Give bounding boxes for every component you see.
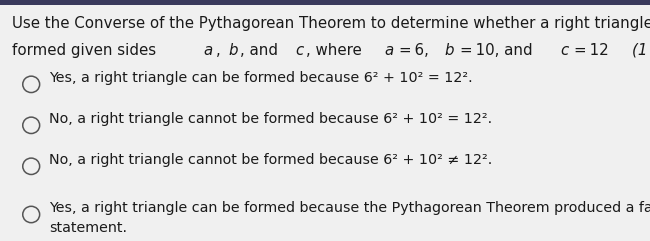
- Text: , where: , where: [306, 43, 367, 58]
- Text: = 6,: = 6,: [396, 43, 434, 58]
- Text: Yes, a right triangle can be formed because 6² + 10² = 12².: Yes, a right triangle can be formed beca…: [49, 71, 473, 85]
- Text: = 12: = 12: [571, 43, 618, 58]
- Text: c: c: [295, 43, 304, 58]
- Text: Yes, a right triangle can be formed because the Pythagorean Theorem produced a f: Yes, a right triangle can be formed beca…: [49, 201, 650, 235]
- Text: a: a: [384, 43, 393, 58]
- Text: (1 point): (1 point): [632, 43, 650, 58]
- Text: a: a: [204, 43, 213, 58]
- Text: formed given sides: formed given sides: [12, 43, 161, 58]
- Text: No, a right triangle cannot be formed because 6² + 10² = 12².: No, a right triangle cannot be formed be…: [49, 112, 492, 126]
- Text: ,: ,: [216, 43, 226, 58]
- Text: = 10, and: = 10, and: [457, 43, 538, 58]
- Bar: [0, 0, 650, 5]
- Text: No, a right triangle cannot be formed because 6² + 10² ≠ 12².: No, a right triangle cannot be formed be…: [49, 153, 492, 167]
- Text: b: b: [228, 43, 237, 58]
- Text: c: c: [560, 43, 569, 58]
- Text: b: b: [445, 43, 454, 58]
- Text: Use the Converse of the Pythagorean Theorem to determine whether a right triangl: Use the Converse of the Pythagorean Theo…: [12, 16, 650, 31]
- Text: , and: , and: [240, 43, 283, 58]
